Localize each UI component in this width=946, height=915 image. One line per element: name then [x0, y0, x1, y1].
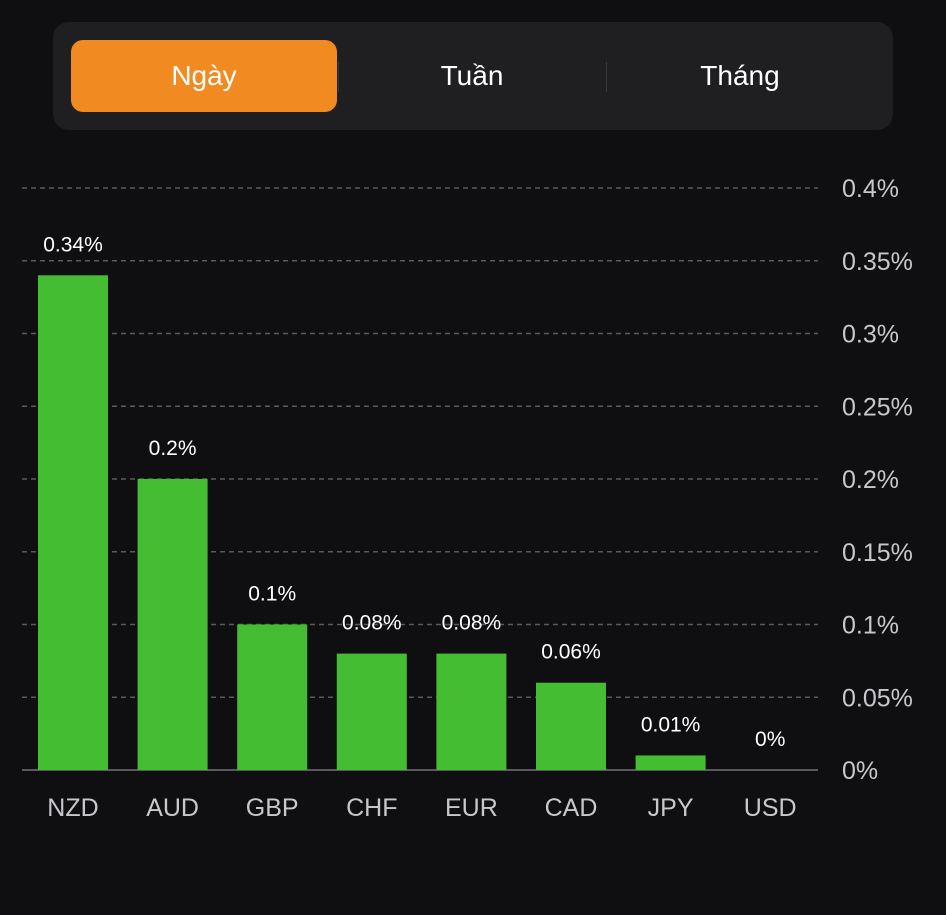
- y-tick-label: 0.15%: [842, 539, 913, 567]
- tab-week[interactable]: Tuần: [440, 60, 504, 91]
- bar: [635, 755, 706, 770]
- y-tick-label: 0.2%: [842, 466, 899, 494]
- bar-value-label: 0.08%: [342, 612, 402, 635]
- y-tick-label: 0.25%: [842, 393, 913, 421]
- y-tick-label: 0%: [842, 757, 878, 785]
- bar: [237, 624, 308, 770]
- x-tick-label: CHF: [346, 794, 397, 822]
- y-tick-label: 0.35%: [842, 248, 913, 276]
- bar-value-label: 0.1%: [248, 583, 296, 606]
- y-tick-label: 0.05%: [842, 684, 913, 712]
- bar: [536, 682, 606, 770]
- bar-value-label: 0%: [755, 728, 785, 751]
- y-tick-label: 0.3%: [842, 321, 899, 349]
- x-tick-label: NZD: [47, 794, 98, 822]
- period-segmented-control: Ngày Tuần Tháng: [53, 22, 893, 130]
- bar: [336, 653, 407, 770]
- currency-strength-bar-chart: 0% 0.05% 0.1% 0.15% 0.2% 0.25% 0.3% 0.35% 0.4% 0.…: [22, 175, 913, 822]
- x-tick-label: JPY: [648, 794, 694, 822]
- tab-month[interactable]: Tháng: [700, 60, 780, 91]
- bar-value-label: 0.01%: [641, 713, 701, 736]
- tab-day[interactable]: Ngày: [71, 40, 337, 112]
- bar-value-label: 0.34%: [43, 233, 103, 256]
- tab-divider: [338, 62, 339, 92]
- bar-value-label: 0.06%: [541, 641, 601, 664]
- x-tick-label: CAD: [545, 794, 598, 822]
- bar: [436, 653, 507, 770]
- bar-value-label: 0.08%: [442, 612, 502, 635]
- x-tick-label: GBP: [246, 794, 299, 822]
- bar-value-label: 0.2%: [149, 437, 197, 460]
- y-tick-label: 0.4%: [842, 175, 899, 203]
- x-tick-label: USD: [744, 794, 797, 822]
- y-tick-label: 0.1%: [842, 612, 899, 640]
- x-tick-label: AUD: [146, 794, 199, 822]
- tab-divider: [606, 62, 607, 92]
- bar: [137, 479, 208, 770]
- bar: [38, 275, 108, 770]
- x-tick-label: EUR: [445, 794, 498, 822]
